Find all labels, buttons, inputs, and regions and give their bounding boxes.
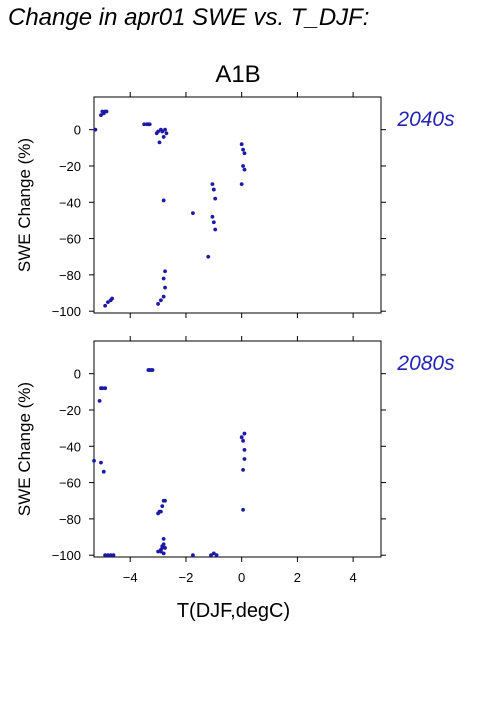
- data-point: [158, 549, 163, 554]
- data-point: [147, 122, 152, 127]
- data-point: [160, 129, 165, 134]
- y-tick-label: 0: [74, 367, 81, 382]
- y-tick-label: −60: [59, 476, 81, 491]
- data-point: [161, 276, 166, 281]
- y-tick-label: −100: [52, 548, 81, 563]
- data-point: [211, 551, 216, 556]
- data-point: [163, 546, 167, 550]
- data-point: [242, 167, 247, 172]
- figure-title: Change in apr01 SWE vs. T_DJF:: [8, 4, 370, 31]
- data-point: [239, 435, 244, 440]
- data-point: [242, 151, 247, 156]
- data-point: [103, 386, 108, 391]
- data-point: [164, 131, 169, 136]
- x-tick-label: 2: [294, 570, 301, 585]
- data-point: [161, 135, 166, 139]
- data-point: [241, 164, 245, 168]
- data-point: [211, 220, 216, 225]
- y-tick-label: −20: [59, 403, 81, 418]
- y-tick-label: −80: [59, 512, 81, 527]
- data-point: [158, 509, 163, 514]
- data-point: [163, 498, 167, 503]
- data-point: [99, 386, 103, 391]
- data-point: [161, 551, 166, 556]
- data-point: [210, 182, 215, 187]
- data-point: [104, 109, 109, 114]
- data-point: [211, 187, 216, 192]
- data-point: [93, 127, 98, 132]
- data-point: [92, 458, 96, 463]
- plot-frame: [93, 96, 382, 314]
- data-point: [161, 294, 166, 299]
- data-point: [156, 129, 160, 134]
- data-point: [150, 368, 155, 372]
- x-tick-label: −4: [123, 570, 138, 585]
- scenario-label: A1B: [215, 61, 260, 88]
- data-point: [106, 300, 110, 305]
- data-point: [213, 227, 218, 232]
- data-point: [206, 254, 211, 259]
- data-point: [191, 553, 195, 558]
- data-point: [191, 211, 195, 216]
- data-point: [156, 302, 160, 306]
- y-axis-label: SWE Change (%): [15, 382, 34, 516]
- data-point: [241, 507, 245, 512]
- data-point: [214, 553, 219, 558]
- y-axis-label: SWE Change (%): [15, 138, 34, 272]
- data-point: [161, 198, 166, 203]
- x-tick-label: 4: [350, 570, 357, 585]
- data-point: [213, 196, 218, 201]
- data-point: [241, 467, 245, 472]
- data-point: [209, 553, 213, 558]
- data-point: [161, 536, 166, 541]
- period-label: 2080s: [396, 352, 455, 375]
- data-point: [108, 553, 113, 558]
- data-point: [161, 542, 166, 547]
- x-tick-label: −2: [179, 570, 194, 585]
- data-point: [241, 147, 245, 152]
- data-point: [163, 269, 167, 274]
- x-tick-label: 0: [238, 570, 245, 585]
- data-point: [158, 298, 163, 303]
- data-point: [239, 182, 244, 187]
- data-point: [163, 285, 167, 290]
- y-tick-label: −80: [59, 268, 81, 283]
- data-point: [142, 122, 147, 127]
- data-point: [163, 127, 167, 132]
- data-point: [157, 140, 162, 145]
- data-point: [242, 448, 247, 452]
- data-point: [101, 469, 106, 474]
- data-point: [160, 504, 165, 509]
- plot-frame: [93, 340, 382, 558]
- data-point: [99, 113, 103, 118]
- data-point: [242, 431, 247, 436]
- y-tick-label: 0: [74, 123, 81, 138]
- data-point: [103, 303, 108, 308]
- panel-2040s: 0 −20 −40 −60 −80 −100 SWE Change (%) 2040s: [15, 92, 455, 319]
- y-tick-label: −40: [59, 195, 81, 210]
- data-point: [210, 214, 215, 219]
- data-point: [111, 553, 116, 558]
- data-point: [156, 549, 160, 554]
- y-tick-label: −40: [59, 439, 81, 454]
- data-point: [241, 438, 245, 443]
- y-tick-label: −20: [59, 159, 81, 174]
- data-point: [103, 553, 108, 558]
- data-point: [110, 296, 115, 301]
- data-point: [239, 142, 244, 147]
- y-tick-label: −60: [59, 232, 81, 247]
- x-axis-label: T(DJF,degC): [177, 600, 290, 622]
- data-point: [106, 553, 110, 558]
- y-tick-label: −100: [52, 304, 81, 319]
- data-point: [99, 460, 103, 465]
- period-label: 2040s: [396, 108, 455, 131]
- data-point: [97, 398, 102, 403]
- data-point: [242, 457, 247, 461]
- data-point: [160, 546, 165, 550]
